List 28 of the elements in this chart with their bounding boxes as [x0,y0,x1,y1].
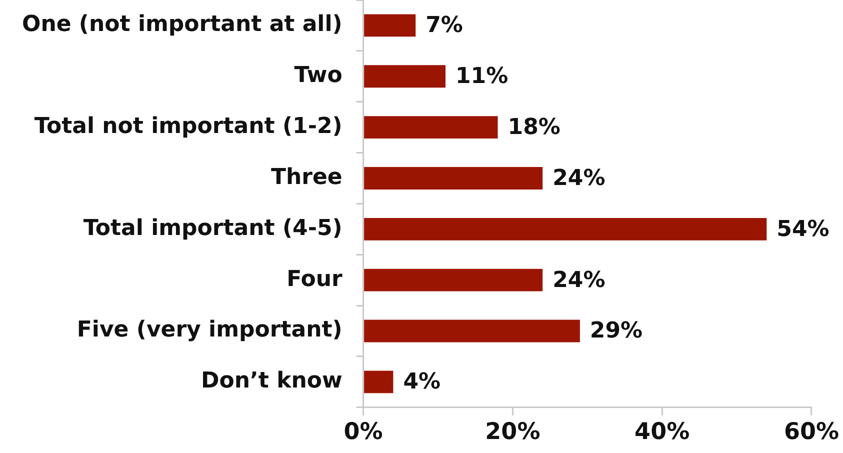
y-tick-label: Three [270,164,342,190]
bar [364,65,446,88]
y-tick-label: Don’t know [201,368,342,394]
bar [364,167,543,190]
x-tick-label: 60% [784,419,840,446]
data-label: 7% [426,13,463,38]
y-tick-label: Two [294,63,342,88]
data-label: 24% [552,166,606,191]
y-tick-label: Five (very important) [76,318,342,343]
data-label: 24% [552,268,606,293]
x-tick-label: 40% [634,419,690,446]
bar [364,116,498,139]
y-tick-label: Total not important (1-2) [34,114,342,140]
bar [364,370,394,394]
data-label: 4% [403,370,441,395]
y-tick-label: Total important (4-5) [83,216,342,241]
data-label: 29% [590,318,643,344]
y-tick-label: Four [286,266,342,292]
bar [364,268,543,292]
y-tick-label: One (not important at all) [22,12,342,38]
bar [364,218,767,240]
data-label: 54% [776,216,830,242]
data-label: 18% [508,115,560,140]
x-tick-label: 20% [485,419,540,446]
bar [364,320,580,342]
data-label: 11% [455,64,508,90]
bar [364,14,416,37]
x-tick-label: 0% [344,419,383,446]
